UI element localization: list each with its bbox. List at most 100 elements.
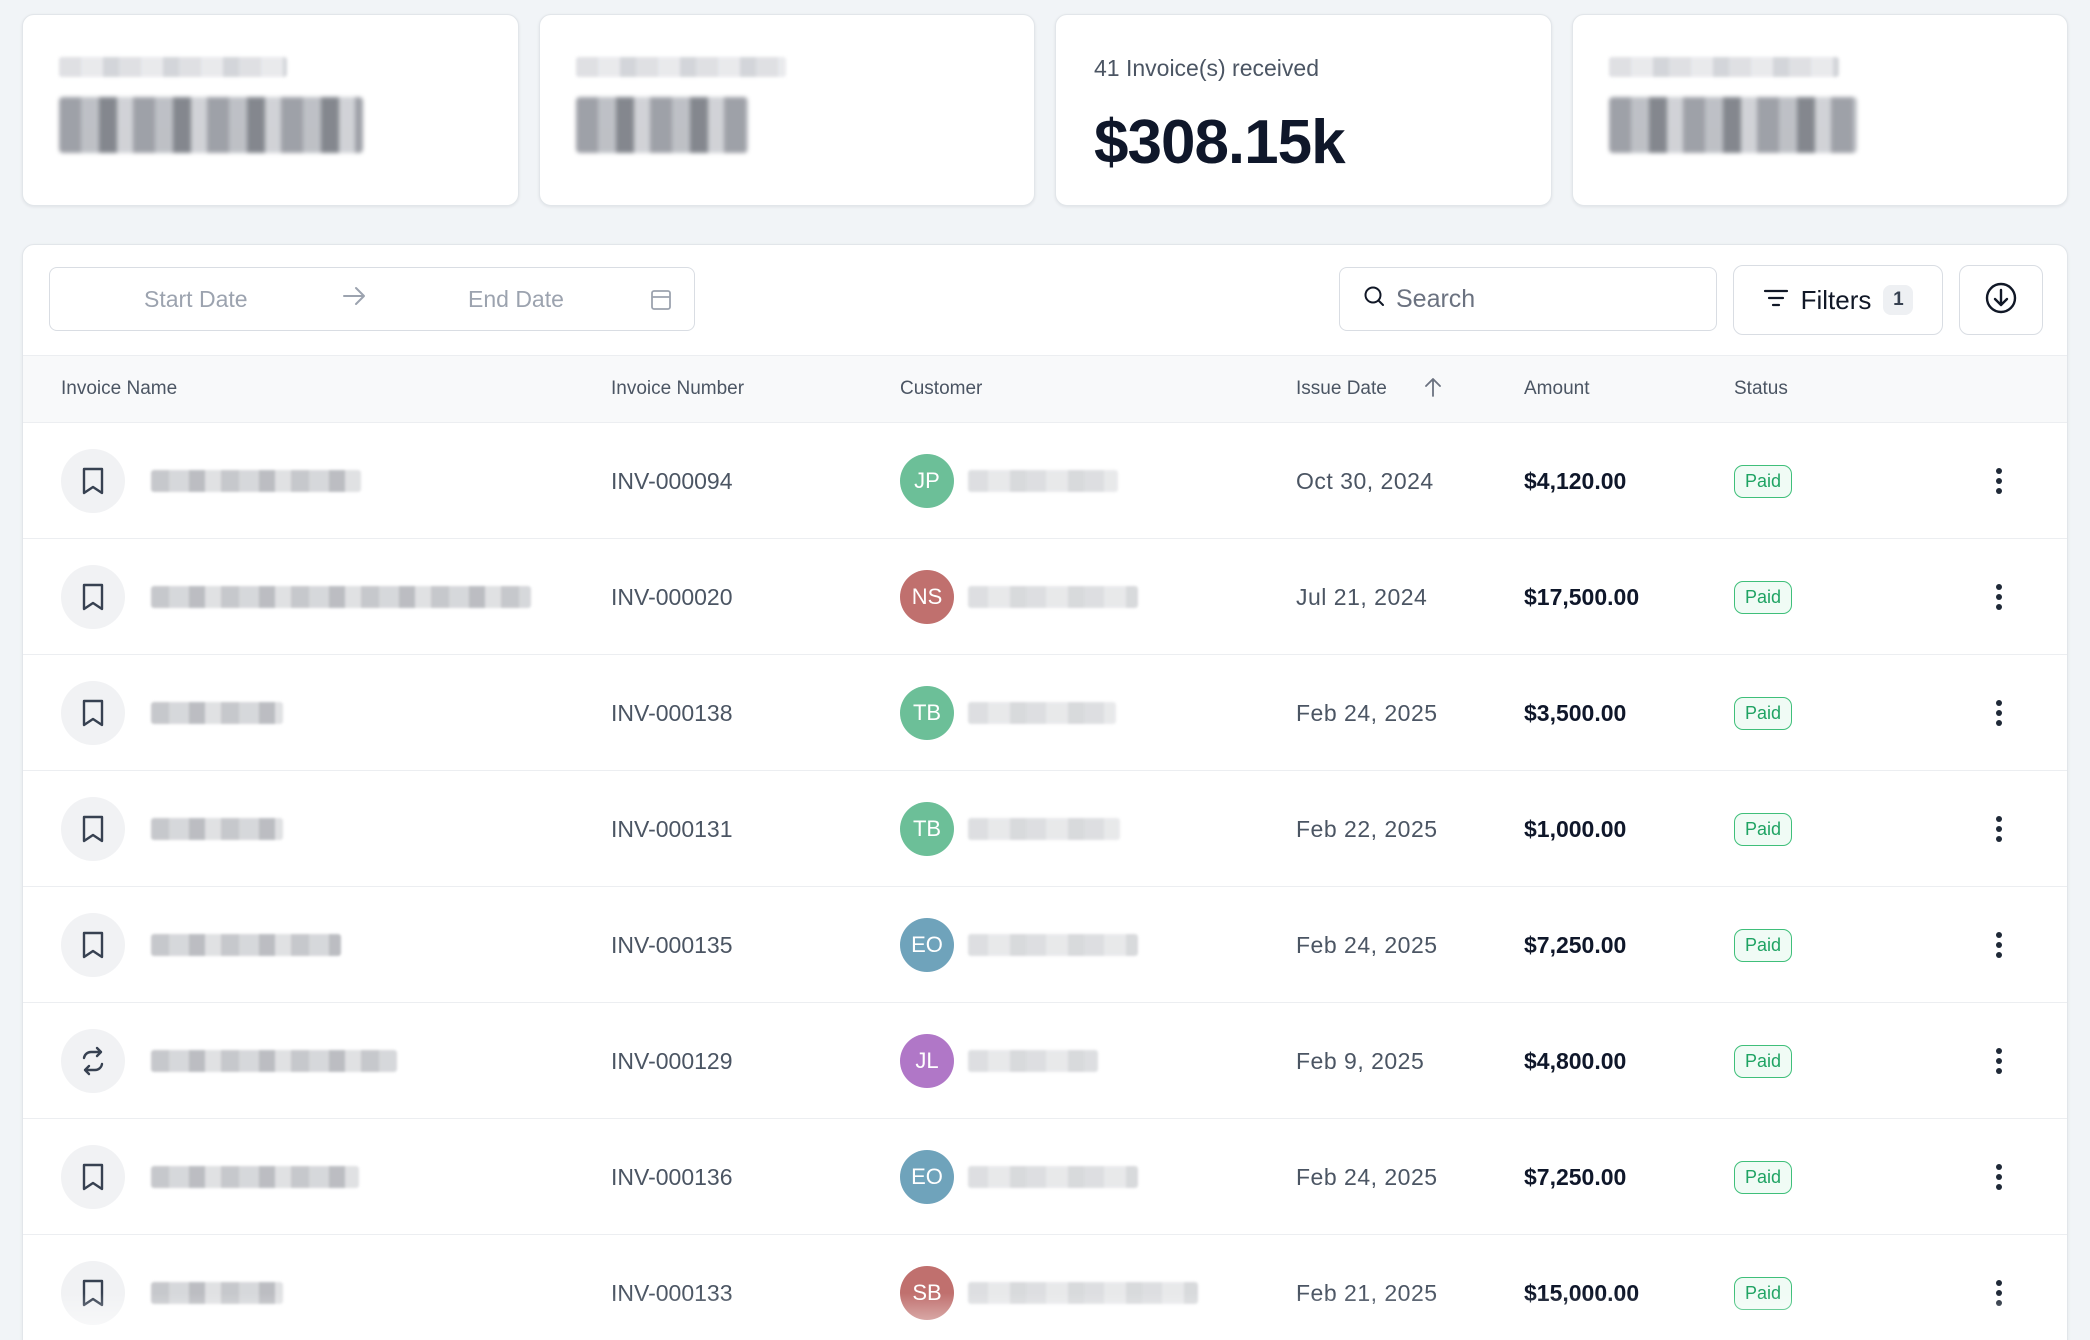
- redacted-invoice-name: [151, 1282, 283, 1304]
- filters-button[interactable]: Filters 1: [1733, 265, 1943, 335]
- column-header-customer[interactable]: Customer: [900, 378, 983, 399]
- row-actions-menu-icon[interactable]: [1995, 1003, 2003, 1119]
- redacted-customer-name: [968, 1166, 1138, 1188]
- table-toolbar: Start Date End Date Search Filters 1: [23, 245, 2067, 355]
- customer-cell: TB: [900, 655, 1116, 771]
- amount: $1,000.00: [1524, 815, 1627, 842]
- status-cell: Paid: [1734, 655, 1793, 771]
- redacted-customer-name: [968, 470, 1118, 492]
- column-header-issue-date[interactable]: Issue Date: [1296, 378, 1387, 399]
- status-badge: Paid: [1734, 812, 1793, 846]
- row-actions-menu-icon[interactable]: [1995, 1235, 2003, 1340]
- table-row[interactable]: INV-000129 JL Feb 9, 2025 $4,800.00 Paid: [23, 1003, 2067, 1119]
- receipt-icon: [61, 449, 125, 513]
- download-button[interactable]: [1959, 265, 2043, 335]
- customer-cell: NS: [900, 539, 1138, 655]
- receipt-icon: [61, 1145, 125, 1209]
- status-cell: Paid: [1734, 539, 1793, 655]
- invoice-name-cell: [61, 539, 531, 655]
- invoice-name-cell: [61, 423, 361, 539]
- status-badge: Paid: [1734, 928, 1793, 962]
- table-row[interactable]: INV-000133 SB Feb 21, 2025 $15,000.00 Paid: [23, 1235, 2067, 1340]
- amount: $4,800.00: [1524, 1047, 1627, 1074]
- redacted-invoice-name: [151, 586, 531, 608]
- end-date-input[interactable]: End Date: [468, 285, 564, 312]
- summary-cards: 41 Invoice(s) received $308.15k: [22, 14, 2068, 206]
- status-cell: Paid: [1734, 1003, 1793, 1119]
- arrow-right-icon: [342, 285, 368, 313]
- invoice-number: INV-000129: [611, 1047, 733, 1074]
- issue-date: Feb 9, 2025: [1296, 1047, 1425, 1074]
- summary-card-redacted: [1571, 14, 2068, 206]
- status-cell: Paid: [1734, 1119, 1793, 1235]
- amount: $17,500.00: [1524, 583, 1640, 610]
- issue-date: Feb 24, 2025: [1296, 699, 1438, 726]
- table-row[interactable]: INV-000094 JP Oct 30, 2024 $4,120.00 Paid: [23, 423, 2067, 539]
- invoice-number: INV-000138: [611, 699, 733, 726]
- invoice-name-cell: [61, 1119, 359, 1235]
- redacted-card-label: [1608, 57, 1839, 77]
- column-header-invoice-number[interactable]: Invoice Number: [611, 378, 745, 399]
- summary-card-redacted: [22, 14, 519, 206]
- redacted-invoice-name: [151, 1050, 397, 1072]
- amount: $3,500.00: [1524, 699, 1627, 726]
- column-header-invoice-name[interactable]: Invoice Name: [61, 378, 178, 399]
- customer-cell: SB: [900, 1235, 1198, 1340]
- issue-date: Feb 21, 2025: [1296, 1279, 1438, 1306]
- recurring-icon: [61, 1029, 125, 1093]
- redacted-card-value: [575, 97, 748, 153]
- status-badge: Paid: [1734, 464, 1793, 498]
- redacted-invoice-name: [151, 1166, 359, 1188]
- status-badge: Paid: [1734, 580, 1793, 614]
- filters-label: Filters: [1800, 284, 1872, 315]
- search-input[interactable]: Search: [1339, 267, 1717, 331]
- invoice-number: INV-000133: [611, 1279, 733, 1306]
- invoice-table-panel: Start Date End Date Search Filters 1: [22, 244, 2068, 1340]
- date-range-picker[interactable]: Start Date End Date: [49, 267, 695, 331]
- redacted-card-label: [59, 57, 287, 77]
- table-row[interactable]: INV-000131 TB Feb 22, 2025 $1,000.00 Paid: [23, 771, 2067, 887]
- table-row[interactable]: INV-000135 EO Feb 24, 2025 $7,250.00 Paid: [23, 887, 2067, 1003]
- table-row[interactable]: INV-000138 TB Feb 24, 2025 $3,500.00 Paid: [23, 655, 2067, 771]
- redacted-invoice-name: [151, 818, 283, 840]
- row-actions-menu-icon[interactable]: [1995, 887, 2003, 1003]
- invoice-name-cell: [61, 1003, 397, 1119]
- column-header-amount[interactable]: Amount: [1524, 378, 1590, 399]
- avatar: EO: [900, 1150, 954, 1204]
- redacted-customer-name: [968, 1050, 1098, 1072]
- row-actions-menu-icon[interactable]: [1995, 1119, 2003, 1235]
- redacted-invoice-name: [151, 470, 361, 492]
- row-actions-menu-icon[interactable]: [1995, 655, 2003, 771]
- invoice-number: INV-000131: [611, 815, 733, 842]
- receipt-icon: [61, 1261, 125, 1325]
- calendar-icon[interactable]: [650, 288, 672, 318]
- redacted-invoice-name: [151, 702, 283, 724]
- row-actions-menu-icon[interactable]: [1995, 771, 2003, 887]
- issue-date: Oct 30, 2024: [1296, 467, 1434, 494]
- redacted-customer-name: [968, 586, 1138, 608]
- row-actions-menu-icon[interactable]: [1995, 423, 2003, 539]
- avatar: JL: [900, 1034, 954, 1088]
- column-header-status[interactable]: Status: [1734, 378, 1788, 399]
- status-badge: Paid: [1734, 1044, 1793, 1078]
- amount: $15,000.00: [1524, 1279, 1640, 1306]
- avatar: NS: [900, 570, 954, 624]
- table-header: Invoice Name Invoice Number Customer Iss…: [23, 355, 2067, 423]
- receipt-icon: [61, 565, 125, 629]
- status-badge: Paid: [1734, 1160, 1793, 1194]
- start-date-input[interactable]: Start Date: [144, 285, 248, 312]
- sort-ascending-icon[interactable]: [1423, 376, 1443, 404]
- redacted-card-value: [1608, 97, 1857, 153]
- status-cell: Paid: [1734, 423, 1793, 539]
- avatar: EO: [900, 918, 954, 972]
- invoice-number: INV-000020: [611, 583, 733, 610]
- table-body: INV-000094 JP Oct 30, 2024 $4,120.00 Paid INV…: [23, 423, 2067, 1340]
- invoice-name-cell: [61, 887, 341, 1003]
- amount: $7,250.00: [1524, 931, 1627, 958]
- invoice-name-cell: [61, 771, 283, 887]
- table-row[interactable]: INV-000020 NS Jul 21, 2024 $17,500.00 Paid: [23, 539, 2067, 655]
- status-cell: Paid: [1734, 1235, 1793, 1340]
- row-actions-menu-icon[interactable]: [1995, 539, 2003, 655]
- table-row[interactable]: INV-000136 EO Feb 24, 2025 $7,250.00 Paid: [23, 1119, 2067, 1235]
- customer-cell: EO: [900, 887, 1138, 1003]
